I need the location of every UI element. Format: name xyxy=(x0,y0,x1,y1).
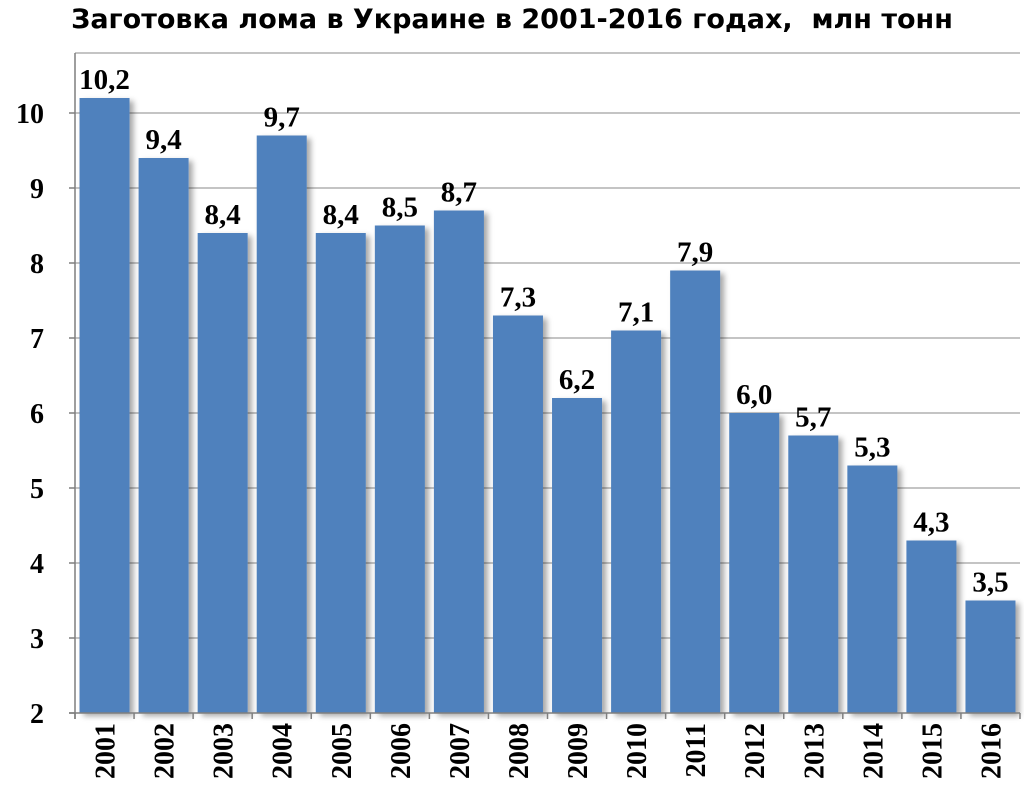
y-tick-label: 3 xyxy=(30,624,44,655)
y-tick-label: 8 xyxy=(30,249,44,280)
bar xyxy=(611,330,662,713)
bar xyxy=(79,98,130,713)
data-label: 4,3 xyxy=(913,507,949,539)
bar xyxy=(197,233,248,713)
y-tick-label: 4 xyxy=(30,549,44,580)
data-label: 8,4 xyxy=(205,199,241,231)
x-tick-label: 2004 xyxy=(268,723,299,779)
y-tick-label: 9 xyxy=(30,174,44,205)
x-tick-label: 2007 xyxy=(445,723,476,779)
bars xyxy=(79,98,1016,713)
data-label: 6,2 xyxy=(559,364,595,396)
bar xyxy=(256,135,307,713)
data-label: 3,5 xyxy=(972,567,1008,599)
bar xyxy=(670,270,721,713)
x-tick-label: 2003 xyxy=(209,723,240,779)
data-label: 8,5 xyxy=(382,192,418,224)
data-labels: 10,2 9,4 8,4 9,7 8,4 8,5 8,7 7,3 6,2 7,1 7,9 6,0 5,7… xyxy=(79,64,1008,599)
x-tick-label: 2016 xyxy=(976,723,1007,779)
x-tick-label: 2009 xyxy=(563,723,594,779)
y-axis-tick-labels: 2 3 4 5 6 7 8 9 10 xyxy=(16,99,44,730)
y-tick-label: 7 xyxy=(30,324,44,355)
x-tick-label: 2015 xyxy=(917,723,948,779)
x-axis-tick-labels: 2001 2002 2003 2004 2005 2006 2007 2008 2009 2010… xyxy=(91,723,1008,779)
x-tick-label: 2008 xyxy=(504,723,535,779)
data-label: 7,9 xyxy=(677,237,713,269)
x-tick-label: 2001 xyxy=(91,723,122,779)
y-tick-label: 5 xyxy=(30,474,44,505)
bar xyxy=(138,158,189,713)
x-tick-label: 2013 xyxy=(799,723,830,779)
bar xyxy=(433,210,484,713)
bar xyxy=(552,398,603,713)
bar xyxy=(965,600,1016,713)
x-tick-label: 2002 xyxy=(150,723,181,779)
x-tick-label: 2011 xyxy=(681,723,712,777)
bar xyxy=(729,413,780,713)
x-tick-label: 2006 xyxy=(386,723,417,779)
data-label: 6,0 xyxy=(736,379,772,411)
x-tick-label: 2012 xyxy=(740,723,771,779)
bar xyxy=(315,233,366,713)
bar xyxy=(847,465,898,713)
data-label: 8,7 xyxy=(441,177,477,209)
y-tick-label: 6 xyxy=(30,399,44,430)
data-label: 5,3 xyxy=(854,432,890,464)
bar xyxy=(374,225,425,713)
bar xyxy=(492,315,543,713)
data-label: 9,4 xyxy=(145,124,181,156)
data-label: 10,2 xyxy=(79,64,130,96)
axes xyxy=(69,53,1021,719)
data-label: 5,7 xyxy=(795,402,831,434)
x-tick-label: 2014 xyxy=(858,723,889,779)
x-tick-label: 2005 xyxy=(327,723,358,779)
chart-title: Заготовка лома в Украине в 2001-2016 год… xyxy=(71,4,953,35)
data-label: 7,3 xyxy=(500,282,536,314)
data-label: 7,1 xyxy=(618,297,654,329)
data-label: 9,7 xyxy=(264,102,300,134)
bar xyxy=(906,540,957,713)
bar xyxy=(788,435,839,713)
data-label: 8,4 xyxy=(323,199,359,231)
y-tick-label: 2 xyxy=(30,699,44,730)
x-tick-label: 2010 xyxy=(622,723,653,779)
y-tick-label: 10 xyxy=(16,99,44,130)
